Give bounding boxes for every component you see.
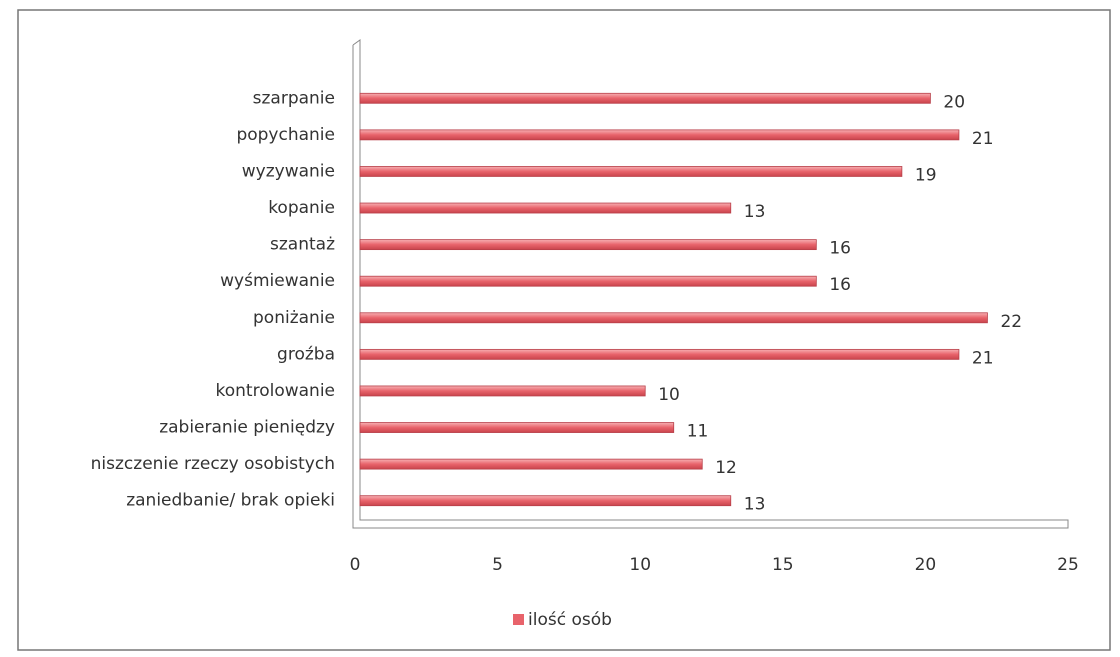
legend-label: ilość osób bbox=[528, 610, 612, 630]
data-label: 11 bbox=[687, 422, 709, 442]
data-label: 16 bbox=[829, 275, 851, 295]
legend-swatch bbox=[513, 614, 524, 625]
y-tick-label: zaniedbanie/ brak opieki bbox=[126, 491, 335, 511]
bar bbox=[359, 202, 732, 214]
y-tick-label: niszczenie rzeczy osobistych bbox=[91, 454, 335, 474]
bar bbox=[359, 458, 703, 470]
x-tick-label: 25 bbox=[1057, 555, 1079, 575]
y-tick-label: kontrolowanie bbox=[216, 381, 336, 401]
x-tick-label: 5 bbox=[492, 555, 503, 575]
data-label: 13 bbox=[744, 495, 766, 515]
y-tick-label: szantaż bbox=[270, 235, 335, 255]
data-label: 21 bbox=[972, 348, 994, 368]
data-label: 12 bbox=[715, 458, 737, 478]
bar bbox=[359, 422, 675, 433]
y-tick-label: szarpanie bbox=[253, 88, 335, 108]
data-label: 13 bbox=[744, 202, 766, 222]
bar bbox=[359, 239, 817, 251]
data-label: 10 bbox=[658, 385, 680, 405]
x-tick-label: 20 bbox=[915, 555, 937, 575]
y-tick-label: zabieranie pieniędzy bbox=[159, 418, 335, 438]
y-tick-label: poniżanie bbox=[253, 308, 335, 328]
data-label: 20 bbox=[943, 92, 965, 112]
bar bbox=[359, 129, 960, 141]
bar bbox=[359, 312, 988, 324]
bar bbox=[359, 275, 817, 287]
bar bbox=[359, 385, 646, 397]
bar bbox=[359, 348, 960, 360]
bar bbox=[359, 92, 931, 104]
x-tick-label: 10 bbox=[629, 555, 651, 575]
data-label: 19 bbox=[915, 165, 937, 185]
chart-frame bbox=[17, 9, 1111, 651]
x-tick-label: 0 bbox=[350, 555, 361, 575]
data-label: 21 bbox=[972, 129, 994, 149]
bar bbox=[359, 166, 903, 177]
y-tick-label: groźba bbox=[277, 344, 335, 364]
bar bbox=[359, 495, 732, 507]
y-tick-label: wyzywanie bbox=[242, 161, 335, 181]
data-label: 16 bbox=[829, 239, 851, 259]
y-tick-label: popychanie bbox=[236, 125, 335, 145]
x-tick-label: 15 bbox=[772, 555, 794, 575]
data-label: 22 bbox=[1000, 312, 1022, 332]
y-tick-label: wyśmiewanie bbox=[220, 271, 335, 291]
y-tick-label: kopanie bbox=[268, 198, 335, 218]
